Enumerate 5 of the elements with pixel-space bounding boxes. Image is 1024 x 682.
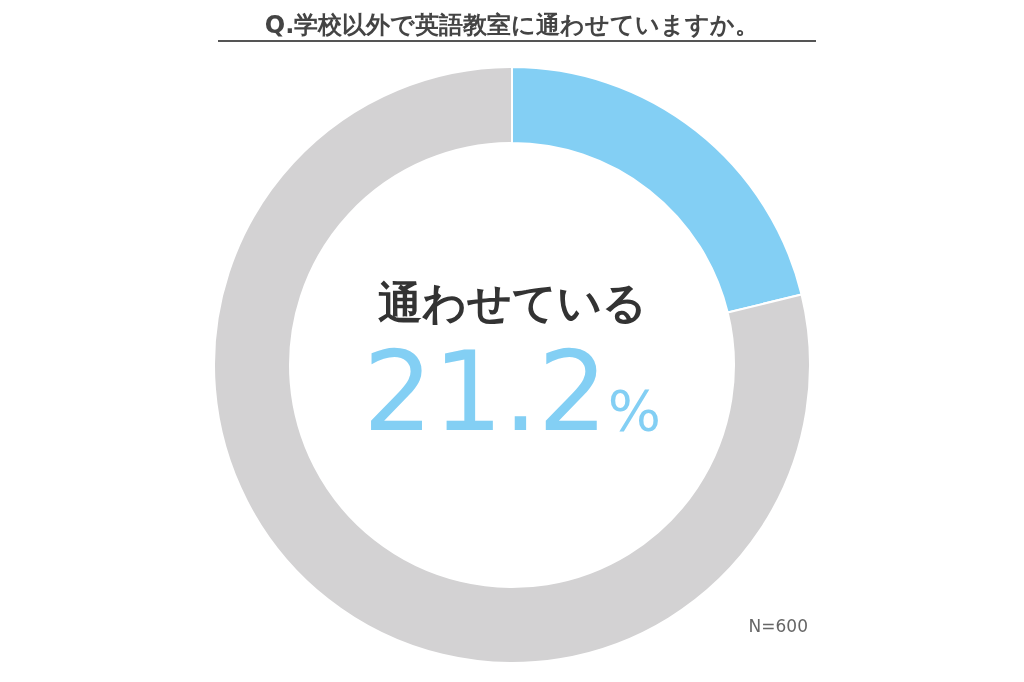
- chart-title: Q.学校以外で英語教室に通わせていますか。: [264, 11, 760, 39]
- donut-slice: [213, 66, 811, 664]
- data-label: 21.2%: [362, 328, 662, 456]
- slice-label: 通わせている: [377, 277, 647, 328]
- text: N=600: [748, 616, 808, 636]
